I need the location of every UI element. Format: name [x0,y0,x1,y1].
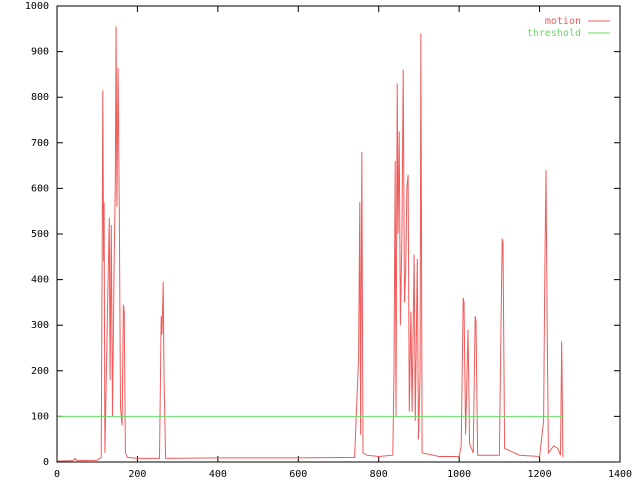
y-tick-label: 900 [31,47,49,58]
legend-label: threshold [527,28,581,39]
y-tick-label: 800 [31,92,49,103]
x-tick-label: 1200 [528,469,552,480]
x-tick-label: 0 [54,469,60,480]
x-tick-label: 200 [128,469,146,480]
y-tick-label: 500 [31,229,49,240]
y-tick-label: 400 [31,275,49,286]
series-line [56,26,564,462]
x-tick-label: 800 [370,469,388,480]
x-tick-label: 1000 [447,469,471,480]
y-tick-label: 1000 [25,1,49,12]
y-tick-label: 0 [43,457,49,468]
x-tick-label: 600 [289,469,307,480]
y-tick-label: 700 [31,138,49,149]
y-tick-label: 100 [31,411,49,422]
x-tick-label: 1400 [608,469,632,480]
x-tick-label: 400 [209,469,227,480]
y-tick-label: 600 [31,183,49,194]
y-tick-label: 300 [31,320,49,331]
y-tick-label: 200 [31,366,49,377]
plot-frame [56,5,621,463]
legend-label: motion [545,16,581,27]
